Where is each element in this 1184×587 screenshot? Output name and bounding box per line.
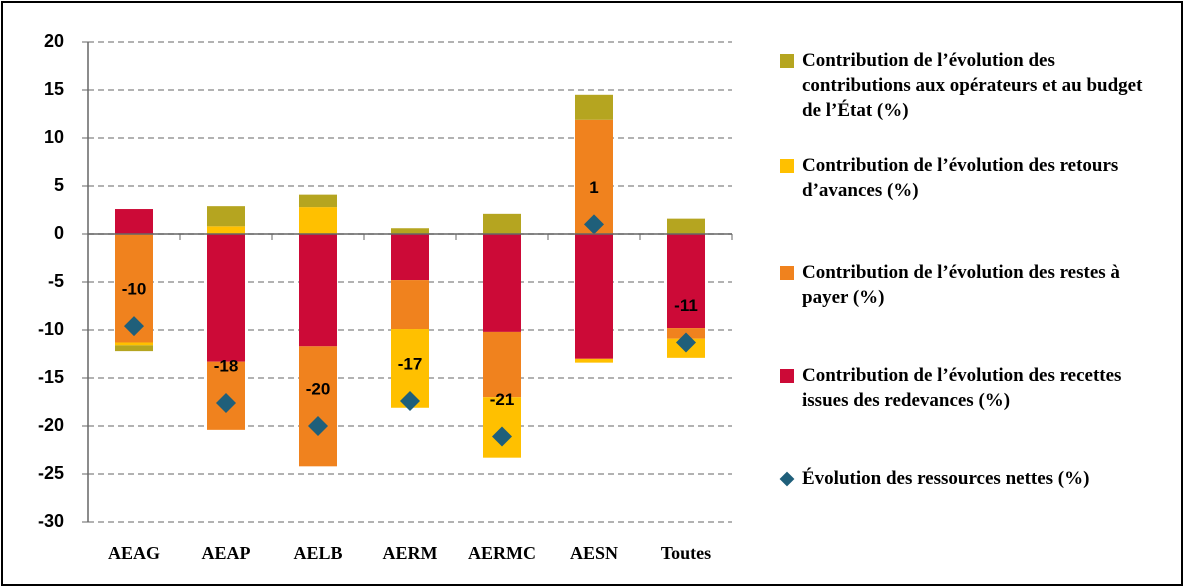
data-label: -18: [214, 356, 239, 375]
y-tick-label: 20: [44, 31, 64, 51]
legend-entry: Contribution de l’évolution des retours …: [780, 153, 1150, 203]
data-label: 1: [589, 178, 598, 197]
y-tick-label: -30: [38, 511, 64, 531]
data-label: -11: [674, 296, 698, 315]
legend-label: Contribution de l’évolution des contribu…: [802, 50, 1143, 121]
y-tick-label: 10: [44, 127, 64, 147]
x-tick-label: Toutes: [661, 543, 711, 563]
y-tick-label: -20: [38, 415, 64, 435]
bar-segment: [483, 331, 521, 398]
y-tick-label: 15: [44, 79, 64, 99]
bar-segment: [299, 207, 337, 234]
bar-segment: [207, 234, 245, 362]
bar-segment: [667, 234, 705, 329]
diamond-marker: [216, 392, 236, 413]
bar-segment: [299, 346, 337, 467]
data-label: -20: [306, 379, 331, 398]
diamond-marker: [584, 214, 604, 235]
legend-swatch: [780, 369, 794, 383]
legend-entry: Contribution de l’évolution des restes à…: [780, 260, 1150, 310]
bar-segment: [483, 234, 521, 332]
data-label: -10: [122, 280, 147, 299]
legend-label: Contribution de l’évolution des retours …: [802, 155, 1119, 201]
x-tick-label: AESN: [570, 543, 618, 563]
legend-entry: Contribution de l’évolution des contribu…: [780, 48, 1150, 123]
bar-segment: [391, 228, 429, 234]
bar-segment: [483, 213, 521, 234]
bar-segment: [115, 342, 153, 346]
x-tick-label: AERM: [383, 543, 438, 563]
legend-entry: Évolution des ressources nettes (%): [779, 466, 1150, 491]
bar-segment: [575, 358, 613, 363]
y-tick-label: -25: [38, 463, 64, 483]
legend-label: Contribution de l’évolution des restes à…: [802, 262, 1120, 308]
diamond-marker: [308, 416, 328, 436]
x-tick-label: AELB: [293, 543, 342, 563]
bar-segment: [667, 218, 705, 234]
x-tick-label: AEAP: [202, 543, 251, 563]
y-tick-label: 5: [54, 175, 64, 195]
y-tick-label: -5: [48, 271, 64, 291]
bar-segment: [575, 94, 613, 120]
diamond-marker: [400, 391, 420, 412]
legend-label: Évolution des ressources nettes (%): [802, 468, 1090, 489]
bar-segment: [575, 234, 613, 359]
legend-swatch: [780, 54, 794, 68]
bar-segment: [299, 234, 337, 347]
x-tick-label: AERMC: [468, 543, 536, 563]
bar-segment: [207, 226, 245, 234]
legend-swatch: [780, 159, 794, 173]
diamond-marker: [492, 426, 512, 447]
bar-segment: [115, 345, 153, 352]
data-label: -21: [490, 390, 515, 409]
x-tick-label: AEAG: [108, 543, 160, 563]
bar-segment: [115, 209, 153, 234]
bar-segment: [391, 234, 429, 281]
y-tick-label: 0: [54, 223, 64, 243]
legend-swatch: [780, 266, 794, 280]
legend-entry: Contribution de l’évolution des recettes…: [780, 363, 1150, 413]
y-tick-label: -10: [38, 319, 64, 339]
legend-label: Contribution de l’évolution des recettes…: [802, 365, 1122, 411]
bar-segment: [207, 206, 245, 227]
y-tick-label: -15: [38, 367, 64, 387]
data-label: -17: [398, 355, 423, 374]
diamond-marker: [676, 332, 696, 353]
legend-swatch: [779, 471, 795, 487]
diamond-marker: [124, 316, 144, 337]
bar-segment: [391, 280, 429, 330]
bar-segment: [299, 194, 337, 208]
